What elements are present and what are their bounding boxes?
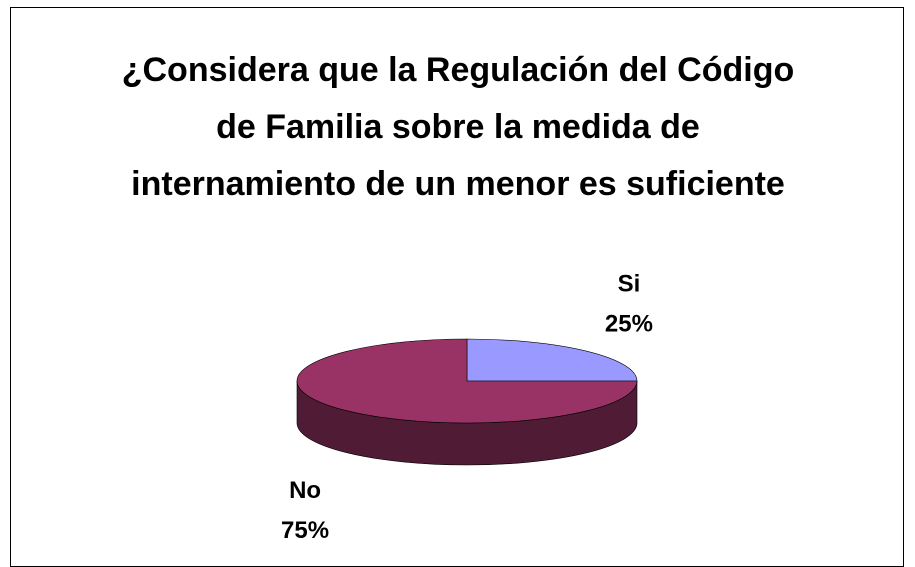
slice (466, 338, 638, 382)
page: ¿Considera que la Regulación del Código … (10, 7, 904, 567)
slice-category-label: Si (618, 271, 641, 298)
chart-title: ¿Considera que la Regulación del Código … (121, 51, 795, 203)
slice-value-label: 75% (281, 517, 329, 544)
chart: Si 25% No 75% (281, 271, 653, 544)
slice-category-label: No (289, 477, 321, 504)
slice-value-label: 25% (605, 311, 653, 338)
slice (296, 338, 638, 424)
